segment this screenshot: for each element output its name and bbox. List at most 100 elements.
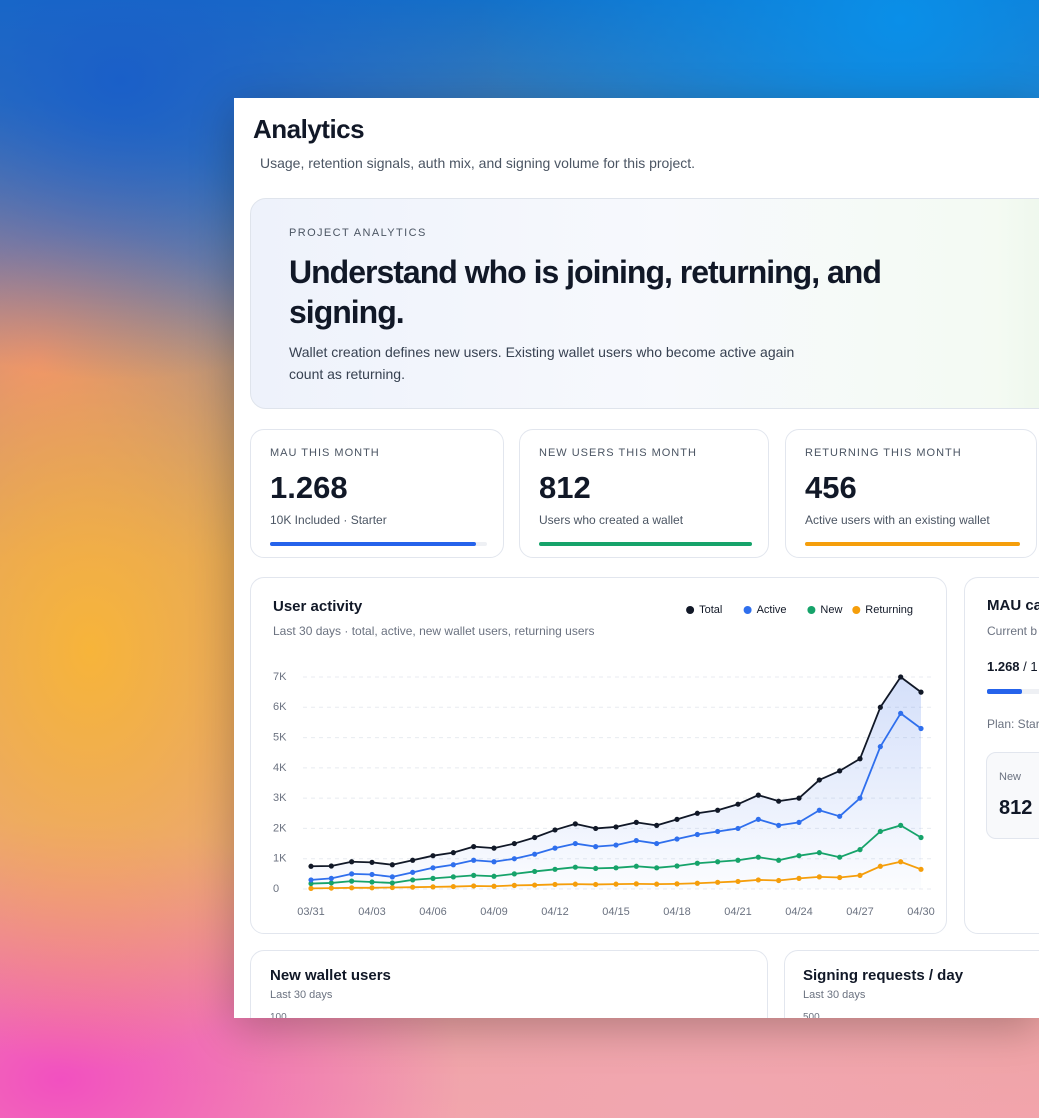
- data-point: [633, 837, 639, 844]
- data-point: [572, 840, 578, 847]
- data-point: [349, 878, 355, 884]
- data-point: [410, 857, 416, 863]
- data-point: [593, 865, 599, 872]
- data-point: [450, 862, 456, 868]
- stat-label: NEW USERS THIS MONTH: [539, 447, 697, 459]
- legend-label: Returning: [865, 604, 913, 616]
- stat-note: Users who created a wallet: [539, 513, 684, 527]
- data-point: [898, 710, 904, 716]
- cap-subtitle: Current b: [987, 624, 1038, 638]
- data-point: [369, 871, 375, 878]
- data-point: [755, 877, 761, 883]
- x-tick-label: 04/03: [358, 906, 386, 918]
- data-point: [796, 875, 802, 881]
- data-point: [593, 844, 599, 850]
- stat-card: RETURNING THIS MONTH 456 Active users wi…: [785, 429, 1037, 558]
- data-point: [735, 857, 741, 863]
- data-point: [389, 880, 395, 886]
- data-point: [511, 871, 517, 877]
- data-point: [918, 866, 924, 872]
- data-point: [877, 744, 883, 750]
- legend-label: Active: [757, 604, 787, 616]
- progress-fill: [270, 542, 477, 546]
- hero-body: Wallet creation defines new users. Exist…: [289, 344, 795, 382]
- legend-label: Total: [699, 604, 722, 616]
- data-point: [491, 845, 497, 851]
- legend-swatch: [743, 606, 752, 614]
- data-point: [755, 854, 761, 860]
- hero-card: PROJECT ANALYTICS Understand who is join…: [250, 198, 1039, 409]
- y-tick-label: 4K: [273, 762, 287, 774]
- data-point: [857, 847, 863, 853]
- data-point: [613, 824, 619, 830]
- data-point: [776, 822, 782, 828]
- data-point: [674, 881, 680, 887]
- progress-track: [805, 542, 1020, 546]
- data-point: [308, 880, 314, 887]
- data-point: [654, 840, 660, 847]
- y-tick-label: 100: [270, 1012, 287, 1018]
- data-point: [369, 859, 375, 865]
- data-point: [715, 828, 721, 835]
- data-point: [369, 879, 375, 885]
- x-tick-label: 04/09: [480, 906, 508, 918]
- user-activity-card: User activity Last 30 days · total, acti…: [250, 577, 947, 934]
- data-point: [430, 884, 436, 890]
- x-tick-label: 04/24: [785, 906, 813, 918]
- data-point: [694, 860, 700, 866]
- cap-usage-row: 1.268 / 1: [987, 659, 1038, 674]
- stat-label: RETURNING THIS MONTH: [805, 447, 962, 459]
- progress-track: [987, 689, 1039, 694]
- data-point: [715, 879, 721, 885]
- area: [311, 677, 921, 889]
- card-subtitle: Last 30 days: [270, 989, 333, 1001]
- card-title: Signing requests / day: [803, 967, 964, 984]
- page-title: Analytics: [253, 114, 365, 144]
- data-point: [837, 854, 843, 860]
- data-point: [532, 851, 538, 857]
- data-point: [572, 864, 578, 870]
- data-point: [633, 863, 639, 869]
- stat-value: 812: [539, 470, 591, 505]
- y-tick-label: 0: [273, 883, 279, 895]
- data-point: [715, 807, 721, 813]
- data-point: [776, 798, 782, 804]
- stat-value: 456: [805, 470, 857, 505]
- stat-label: MAU THIS MONTH: [270, 447, 380, 459]
- data-point: [491, 883, 497, 889]
- cap-title: MAU ca: [987, 597, 1039, 614]
- data-point: [674, 863, 680, 869]
- x-tick-label: 04/30: [907, 906, 935, 918]
- data-point: [471, 872, 477, 878]
- data-point: [654, 865, 660, 871]
- legend-swatch: [807, 606, 816, 614]
- data-point: [694, 880, 700, 886]
- stat-card: NEW USERS THIS MONTH 812 Users who creat…: [519, 429, 769, 558]
- cap-tile: New 812: [986, 752, 1039, 839]
- x-tick-label: 04/15: [602, 906, 630, 918]
- data-point: [898, 859, 904, 865]
- data-point: [857, 756, 863, 762]
- data-point: [369, 885, 375, 891]
- data-point: [511, 856, 517, 862]
- analytics-panel: Analytics Usage, retention signals, auth…: [234, 98, 1039, 1018]
- data-point: [857, 872, 863, 878]
- data-point: [308, 863, 314, 869]
- legend-swatch: [686, 606, 695, 614]
- data-point: [613, 865, 619, 871]
- card-title: New wallet users: [270, 967, 391, 984]
- data-point: [389, 862, 395, 868]
- signing-card: Signing requests / day Last 30 days 500: [784, 950, 1039, 1018]
- data-point: [349, 859, 355, 865]
- data-point: [491, 873, 497, 879]
- y-tick-label: 5K: [273, 731, 287, 743]
- data-point: [918, 834, 924, 841]
- stat-note: Active users with an existing wallet: [805, 513, 990, 527]
- mau-cap-card: MAU ca Current b 1.268 / 1 Plan: Star Ne…: [964, 577, 1039, 934]
- data-point: [877, 828, 883, 835]
- data-point: [654, 822, 660, 828]
- data-point: [755, 816, 761, 822]
- new-wallet-card: New wallet users Last 30 days 100: [250, 950, 768, 1018]
- data-point: [674, 836, 680, 842]
